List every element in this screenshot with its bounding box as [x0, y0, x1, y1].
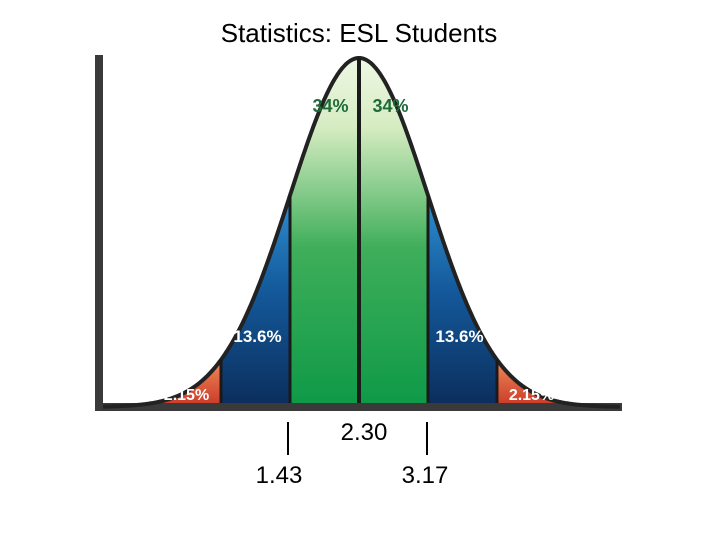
band-5	[497, 359, 566, 404]
band-label-1: 13.6%	[233, 327, 281, 346]
y-axis	[95, 55, 103, 410]
band-label-2: 34%	[312, 96, 348, 116]
page-title: Statistics: ESL Students	[220, 18, 498, 48]
band-labels: 2.15% 13.6% 34% 34% 13.6% 2.15%	[164, 96, 554, 404]
annotation-label-0: 1.43	[256, 462, 303, 489]
annotation-label-1: 2.30	[341, 419, 388, 446]
bell-curve-outline	[103, 56, 620, 409]
band-label-4: 13.6%	[435, 327, 483, 346]
band-dividers	[219, 58, 499, 403]
value-annotations: 1.43 2.30 3.17	[256, 419, 449, 489]
band-label-5: 2.15%	[509, 387, 554, 404]
band-0	[152, 359, 221, 404]
band-label-0: 2.15%	[164, 387, 209, 404]
annotation-label-2: 3.17	[402, 462, 449, 489]
x-axis	[95, 403, 622, 411]
band-label-3: 34%	[372, 96, 408, 116]
